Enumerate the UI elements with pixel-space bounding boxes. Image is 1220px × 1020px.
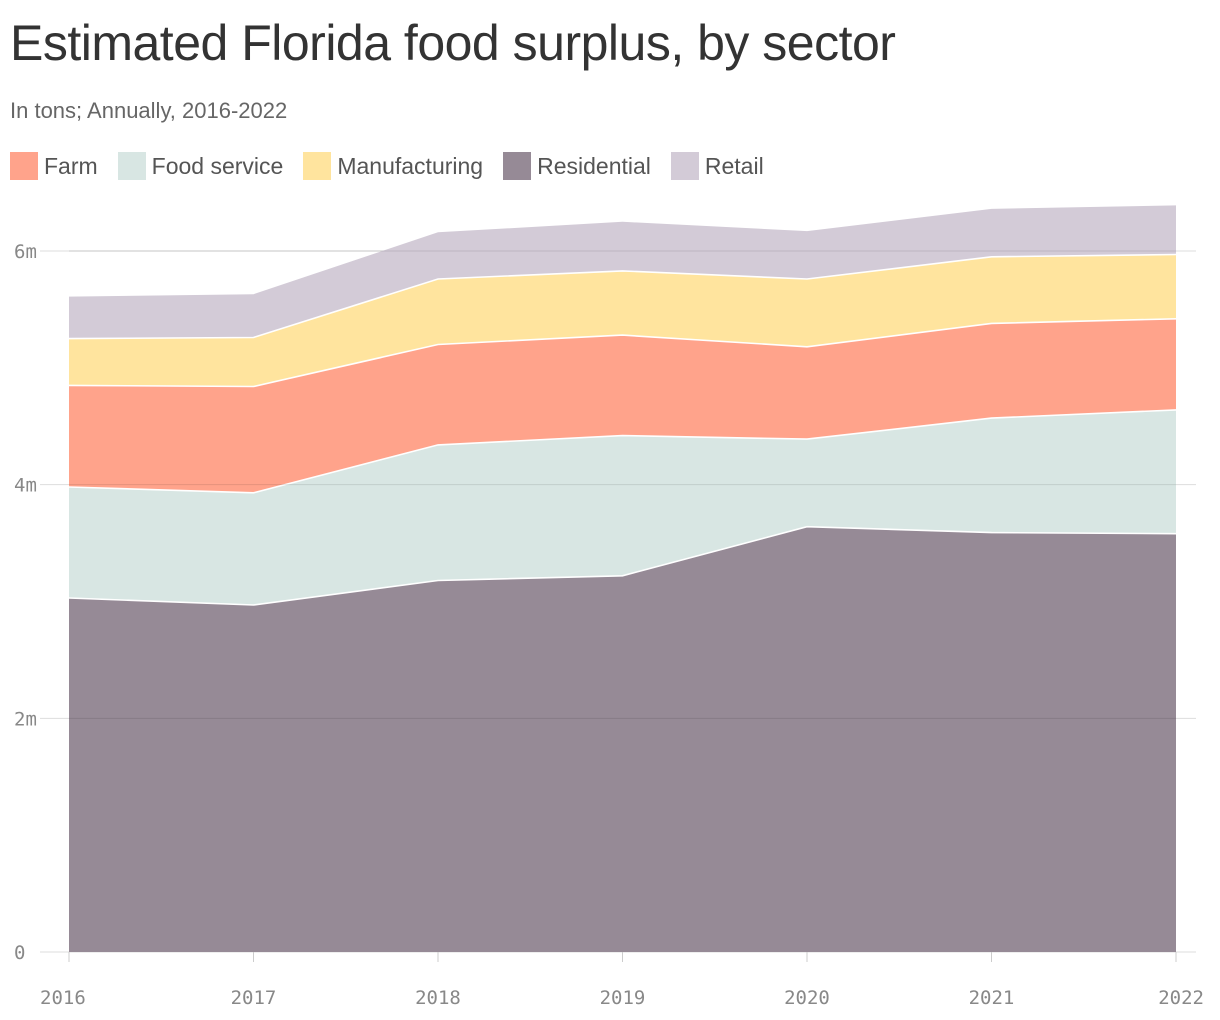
x-tick-label-2018: 2018 [415,987,461,1009]
series-boundaries [68,250,1177,719]
area-manufacturing [69,254,1176,387]
legend-item-farm: Farm [10,152,98,180]
boundary-residential [68,525,1177,606]
x-tick-label-2022: 2022 [1158,987,1204,1009]
boundary-farm [68,318,1177,388]
area-farm [69,318,1176,493]
legend-swatch-retail [670,152,699,180]
legend-swatch-farm [10,152,38,180]
x-tick-label-2016: 2016 [40,987,86,1009]
legend-item-manufacturing: Manufacturing [303,152,483,180]
y-tick-label-0: 0 [14,942,25,964]
legend-label-residential: Residential [537,152,651,179]
x-tick-label-2019: 2019 [600,987,646,1009]
axes: 0 2m 4m 6m 2016 2017 2018 2019 2020 2021 2022 [14,241,1204,1009]
legend-label-retail: Retail [704,152,764,179]
chart-subtitle: In tons; Annually, 2016-2022 [10,98,288,123]
legend-label-food-service: Food service [151,152,284,179]
legend-label-farm: Farm [44,152,98,179]
y-tick-label-2: 4m [14,475,37,497]
y-tick-label-1: 2m [14,708,37,730]
area-residential [69,526,1176,952]
legend-item-food-service: Food service [117,152,284,180]
legend-label-manufacturing: Manufacturing [337,152,484,179]
area-retail [69,205,1176,339]
chart-title: Estimated Florida food surplus, by secto… [10,15,896,71]
chart-legend: Farm Food service Manufacturing Resident… [10,152,784,180]
area-series [69,205,1176,952]
boundary-manufacturing [68,253,1177,340]
x-tick-label-2020: 2020 [784,987,830,1009]
x-tick-label-2021: 2021 [969,987,1015,1009]
boundary-food-service [68,409,1177,494]
legend-item-residential: Residential [503,152,651,180]
legend-swatch-food-service [117,152,146,180]
legend-item-retail: Retail [670,152,764,180]
y-tick-label-3: 6m [14,241,37,263]
area-food-service [69,409,1176,605]
legend-swatch-residential [503,152,532,180]
legend-swatch-manufacturing [303,152,332,180]
x-tick-label-2017: 2017 [231,987,277,1009]
